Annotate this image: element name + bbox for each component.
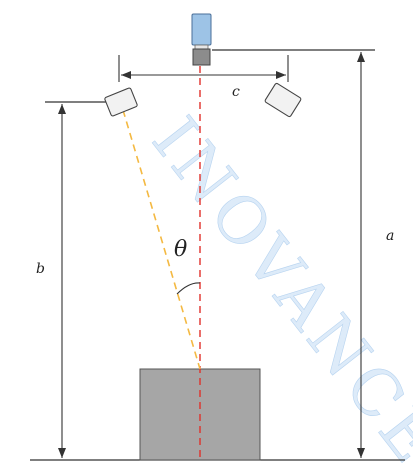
label-a: a — [386, 228, 394, 244]
dimension-c — [118, 55, 289, 82]
label-theta: θ — [174, 237, 187, 262]
left-light-source-icon — [104, 87, 138, 117]
theta-arc — [176, 282, 201, 295]
dimension-a — [357, 52, 365, 458]
label-c: c — [232, 84, 240, 100]
dimension-b — [58, 104, 66, 458]
right-light-source-icon — [264, 82, 302, 118]
illumination-line — [122, 109, 201, 370]
label-b: b — [36, 261, 45, 277]
camera-icon — [191, 13, 212, 66]
